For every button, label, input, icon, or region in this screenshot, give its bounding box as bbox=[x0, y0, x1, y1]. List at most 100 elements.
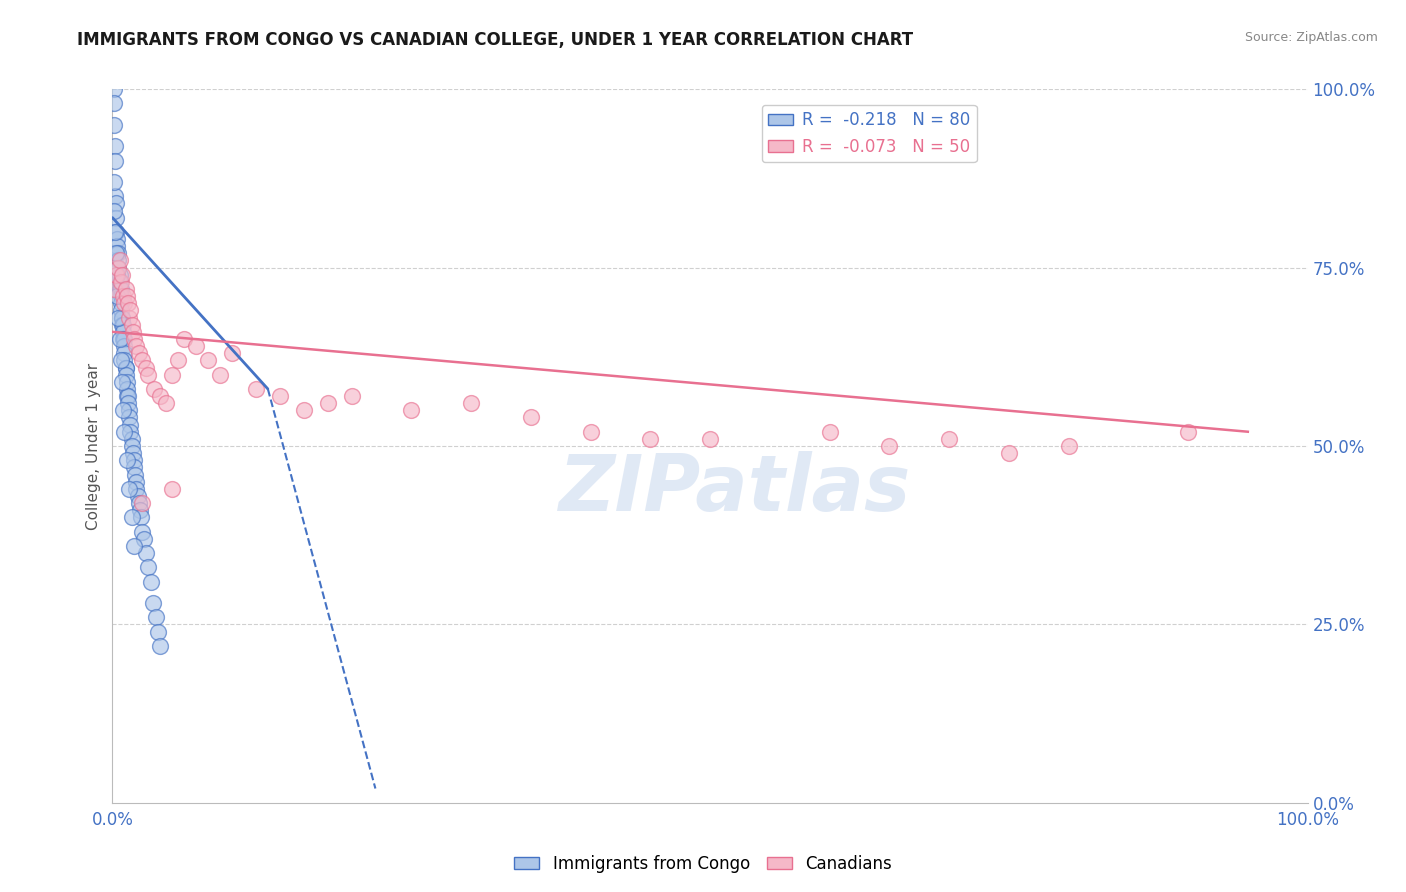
Point bbox=[114, 353, 135, 368]
Point bbox=[104, 139, 127, 153]
Point bbox=[114, 368, 136, 382]
Point bbox=[122, 460, 145, 475]
Point bbox=[316, 396, 339, 410]
Point bbox=[108, 253, 131, 268]
Point bbox=[117, 396, 139, 410]
Point bbox=[103, 118, 125, 132]
Point bbox=[209, 368, 232, 382]
Point bbox=[145, 610, 167, 624]
Point bbox=[105, 246, 128, 260]
Y-axis label: College, Under 1 year: College, Under 1 year bbox=[86, 362, 101, 530]
Point bbox=[107, 253, 129, 268]
Point bbox=[138, 368, 160, 382]
Point bbox=[125, 475, 148, 489]
Point bbox=[118, 482, 141, 496]
Point bbox=[112, 289, 135, 303]
Legend: R =  -0.218   N = 80, R =  -0.073   N = 50: R = -0.218 N = 80, R = -0.073 N = 50 bbox=[762, 104, 977, 162]
Point bbox=[105, 239, 128, 253]
Point bbox=[115, 382, 138, 396]
Point bbox=[111, 318, 134, 332]
Point bbox=[103, 175, 125, 189]
Point bbox=[998, 446, 1021, 460]
Point bbox=[103, 203, 125, 218]
Point bbox=[121, 510, 143, 524]
Point bbox=[128, 346, 150, 360]
Point bbox=[105, 211, 128, 225]
Point bbox=[105, 225, 128, 239]
Point bbox=[121, 325, 143, 339]
Point bbox=[121, 432, 143, 446]
Point bbox=[132, 532, 155, 546]
Point bbox=[121, 318, 143, 332]
Point bbox=[115, 289, 138, 303]
Point bbox=[108, 268, 131, 282]
Point bbox=[129, 503, 152, 517]
Point bbox=[138, 560, 160, 574]
Point bbox=[129, 510, 152, 524]
Point bbox=[197, 353, 219, 368]
Point bbox=[104, 153, 127, 168]
Point bbox=[245, 382, 267, 396]
Point bbox=[111, 310, 134, 325]
Point bbox=[112, 318, 135, 332]
Point bbox=[117, 389, 139, 403]
Point bbox=[122, 539, 145, 553]
Point bbox=[139, 574, 162, 589]
Point bbox=[118, 410, 141, 425]
Point bbox=[640, 432, 662, 446]
Point bbox=[269, 389, 291, 403]
Point bbox=[128, 496, 150, 510]
Point bbox=[104, 225, 127, 239]
Point bbox=[135, 546, 157, 560]
Point bbox=[186, 339, 208, 353]
Point bbox=[114, 332, 135, 346]
Point bbox=[292, 403, 315, 417]
Point bbox=[105, 268, 128, 282]
Point bbox=[131, 524, 153, 539]
Point bbox=[115, 453, 138, 467]
Point bbox=[111, 375, 134, 389]
Point bbox=[118, 403, 141, 417]
Point bbox=[110, 296, 132, 310]
Point bbox=[124, 467, 146, 482]
Point bbox=[879, 439, 901, 453]
Point bbox=[135, 360, 157, 375]
Point bbox=[162, 368, 183, 382]
Point bbox=[167, 353, 190, 368]
Point bbox=[818, 425, 841, 439]
Point bbox=[107, 260, 129, 275]
Point bbox=[105, 196, 128, 211]
Point bbox=[143, 382, 166, 396]
Point bbox=[110, 282, 132, 296]
Point bbox=[112, 325, 135, 339]
Point bbox=[131, 353, 153, 368]
Point bbox=[105, 232, 128, 246]
Point bbox=[127, 489, 149, 503]
Point bbox=[146, 624, 169, 639]
Point bbox=[107, 246, 129, 260]
Point bbox=[149, 639, 172, 653]
Point bbox=[221, 346, 243, 360]
Point bbox=[115, 375, 138, 389]
Point bbox=[173, 332, 195, 346]
Point bbox=[108, 275, 131, 289]
Point bbox=[162, 482, 183, 496]
Point bbox=[520, 410, 543, 425]
Point bbox=[121, 439, 143, 453]
Point bbox=[699, 432, 721, 446]
Point bbox=[112, 332, 135, 346]
Point bbox=[112, 403, 135, 417]
Point bbox=[120, 303, 142, 318]
Point bbox=[118, 310, 141, 325]
Point bbox=[938, 432, 960, 446]
Point bbox=[114, 360, 136, 375]
Point bbox=[107, 310, 129, 325]
Text: IMMIGRANTS FROM CONGO VS CANADIAN COLLEGE, UNDER 1 YEAR CORRELATION CHART: IMMIGRANTS FROM CONGO VS CANADIAN COLLEG… bbox=[77, 31, 914, 49]
Point bbox=[114, 296, 135, 310]
Point bbox=[125, 339, 148, 353]
Point bbox=[117, 296, 139, 310]
Point bbox=[1057, 439, 1080, 453]
Point bbox=[115, 389, 138, 403]
Point bbox=[114, 339, 135, 353]
Point bbox=[120, 417, 142, 432]
